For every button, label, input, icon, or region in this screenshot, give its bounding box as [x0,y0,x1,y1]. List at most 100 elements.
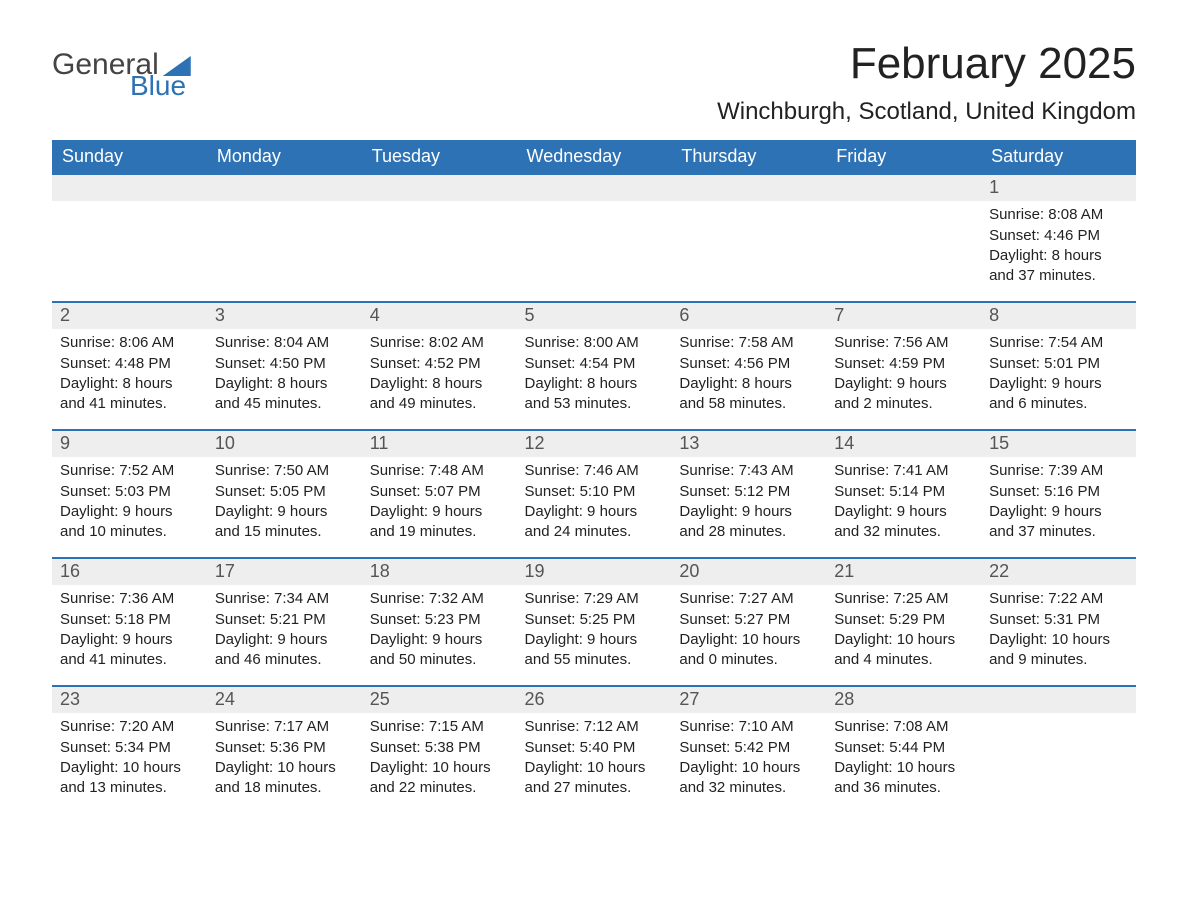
calendar-row: 9Sunrise: 7:52 AMSunset: 5:03 PMDaylight… [52,430,1136,558]
day-number-empty [362,175,517,201]
day-body: Sunrise: 7:25 AMSunset: 5:29 PMDaylight:… [826,585,981,678]
day-body: Sunrise: 7:08 AMSunset: 5:44 PMDaylight:… [826,713,981,806]
day-body: Sunrise: 7:50 AMSunset: 5:05 PMDaylight:… [207,457,362,550]
day-number-empty [517,175,672,201]
calendar-cell: 19Sunrise: 7:29 AMSunset: 5:25 PMDayligh… [517,558,672,686]
day-number: 25 [362,687,517,713]
day-body: Sunrise: 7:58 AMSunset: 4:56 PMDaylight:… [671,329,826,422]
calendar-cell: 9Sunrise: 7:52 AMSunset: 5:03 PMDaylight… [52,430,207,558]
day-body: Sunrise: 7:15 AMSunset: 5:38 PMDaylight:… [362,713,517,806]
day-body: Sunrise: 8:04 AMSunset: 4:50 PMDaylight:… [207,329,362,422]
calendar-cell: 28Sunrise: 7:08 AMSunset: 5:44 PMDayligh… [826,686,981,814]
day-body: Sunrise: 7:54 AMSunset: 5:01 PMDaylight:… [981,329,1136,422]
day-number: 3 [207,303,362,329]
day-number: 18 [362,559,517,585]
day-number-empty [52,175,207,201]
calendar-row: 23Sunrise: 7:20 AMSunset: 5:34 PMDayligh… [52,686,1136,814]
header: General Blue February 2025 Winchburgh, S… [52,40,1136,126]
day-number: 24 [207,687,362,713]
calendar-cell: 3Sunrise: 8:04 AMSunset: 4:50 PMDaylight… [207,302,362,430]
day-number: 7 [826,303,981,329]
brand-logo: General Blue [52,50,191,100]
weekday-header: Friday [826,140,981,174]
day-body-empty [981,713,1136,793]
day-number: 8 [981,303,1136,329]
calendar-cell [207,174,362,302]
calendar-cell [826,174,981,302]
day-number: 15 [981,431,1136,457]
month-title: February 2025 [717,40,1136,88]
day-number-empty [981,687,1136,713]
calendar-cell: 23Sunrise: 7:20 AMSunset: 5:34 PMDayligh… [52,686,207,814]
calendar-cell: 22Sunrise: 7:22 AMSunset: 5:31 PMDayligh… [981,558,1136,686]
day-body: Sunrise: 8:00 AMSunset: 4:54 PMDaylight:… [517,329,672,422]
calendar-cell: 18Sunrise: 7:32 AMSunset: 5:23 PMDayligh… [362,558,517,686]
calendar-cell: 11Sunrise: 7:48 AMSunset: 5:07 PMDayligh… [362,430,517,558]
calendar-cell: 6Sunrise: 7:58 AMSunset: 4:56 PMDaylight… [671,302,826,430]
calendar-cell: 2Sunrise: 8:06 AMSunset: 4:48 PMDaylight… [52,302,207,430]
calendar-cell: 14Sunrise: 7:41 AMSunset: 5:14 PMDayligh… [826,430,981,558]
calendar-cell: 21Sunrise: 7:25 AMSunset: 5:29 PMDayligh… [826,558,981,686]
weekday-header: Wednesday [517,140,672,174]
weekday-header-row: SundayMondayTuesdayWednesdayThursdayFrid… [52,140,1136,174]
day-number: 6 [671,303,826,329]
calendar-row: 2Sunrise: 8:06 AMSunset: 4:48 PMDaylight… [52,302,1136,430]
day-number: 23 [52,687,207,713]
day-number: 20 [671,559,826,585]
day-body-empty [671,201,826,281]
day-body: Sunrise: 8:02 AMSunset: 4:52 PMDaylight:… [362,329,517,422]
calendar-cell: 7Sunrise: 7:56 AMSunset: 4:59 PMDaylight… [826,302,981,430]
day-number: 2 [52,303,207,329]
day-body: Sunrise: 8:08 AMSunset: 4:46 PMDaylight:… [981,201,1136,294]
weekday-header: Sunday [52,140,207,174]
day-number: 11 [362,431,517,457]
day-body: Sunrise: 7:10 AMSunset: 5:42 PMDaylight:… [671,713,826,806]
day-body: Sunrise: 7:43 AMSunset: 5:12 PMDaylight:… [671,457,826,550]
day-number: 28 [826,687,981,713]
day-number: 1 [981,175,1136,201]
calendar-cell: 26Sunrise: 7:12 AMSunset: 5:40 PMDayligh… [517,686,672,814]
day-number: 13 [671,431,826,457]
day-number: 16 [52,559,207,585]
calendar-row: 1Sunrise: 8:08 AMSunset: 4:46 PMDaylight… [52,174,1136,302]
title-block: February 2025 Winchburgh, Scotland, Unit… [717,40,1136,126]
day-number: 26 [517,687,672,713]
day-body: Sunrise: 7:39 AMSunset: 5:16 PMDaylight:… [981,457,1136,550]
day-number: 9 [52,431,207,457]
calendar-cell [52,174,207,302]
weekday-header: Tuesday [362,140,517,174]
day-number: 17 [207,559,362,585]
day-number: 21 [826,559,981,585]
day-body: Sunrise: 7:27 AMSunset: 5:27 PMDaylight:… [671,585,826,678]
day-number-empty [826,175,981,201]
calendar-cell [671,174,826,302]
day-body: Sunrise: 8:06 AMSunset: 4:48 PMDaylight:… [52,329,207,422]
calendar-cell: 16Sunrise: 7:36 AMSunset: 5:18 PMDayligh… [52,558,207,686]
day-number: 5 [517,303,672,329]
day-body: Sunrise: 7:29 AMSunset: 5:25 PMDaylight:… [517,585,672,678]
day-body: Sunrise: 7:17 AMSunset: 5:36 PMDaylight:… [207,713,362,806]
day-body: Sunrise: 7:32 AMSunset: 5:23 PMDaylight:… [362,585,517,678]
calendar-cell: 5Sunrise: 8:00 AMSunset: 4:54 PMDaylight… [517,302,672,430]
calendar-cell: 1Sunrise: 8:08 AMSunset: 4:46 PMDaylight… [981,174,1136,302]
brand-line2: Blue [130,72,191,100]
calendar-cell: 4Sunrise: 8:02 AMSunset: 4:52 PMDaylight… [362,302,517,430]
day-number: 12 [517,431,672,457]
day-body: Sunrise: 7:48 AMSunset: 5:07 PMDaylight:… [362,457,517,550]
calendar-cell: 25Sunrise: 7:15 AMSunset: 5:38 PMDayligh… [362,686,517,814]
day-body-empty [207,201,362,281]
day-number: 27 [671,687,826,713]
calendar-cell [981,686,1136,814]
calendar-cell: 8Sunrise: 7:54 AMSunset: 5:01 PMDaylight… [981,302,1136,430]
day-number-empty [207,175,362,201]
calendar-cell: 15Sunrise: 7:39 AMSunset: 5:16 PMDayligh… [981,430,1136,558]
calendar-cell [517,174,672,302]
day-number: 4 [362,303,517,329]
day-body: Sunrise: 7:46 AMSunset: 5:10 PMDaylight:… [517,457,672,550]
day-body-empty [826,201,981,281]
calendar-table: SundayMondayTuesdayWednesdayThursdayFrid… [52,140,1136,814]
calendar-cell: 27Sunrise: 7:10 AMSunset: 5:42 PMDayligh… [671,686,826,814]
day-number: 14 [826,431,981,457]
calendar-row: 16Sunrise: 7:36 AMSunset: 5:18 PMDayligh… [52,558,1136,686]
calendar-cell: 24Sunrise: 7:17 AMSunset: 5:36 PMDayligh… [207,686,362,814]
